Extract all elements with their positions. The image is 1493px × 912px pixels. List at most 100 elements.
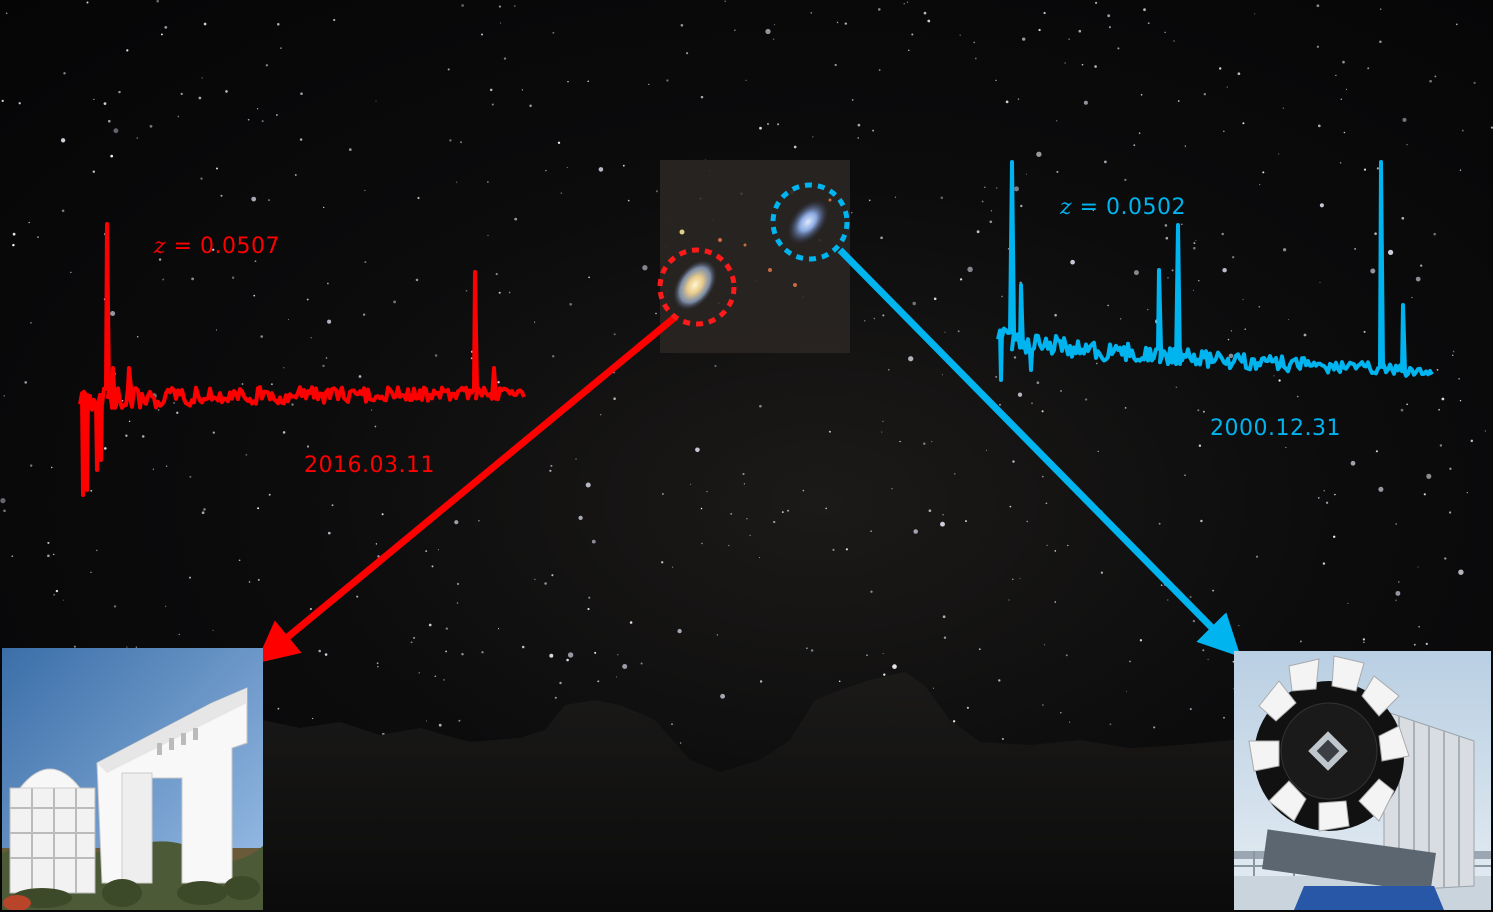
star [1078,29,1082,33]
star [976,230,980,234]
star [1354,247,1357,250]
star [870,530,872,532]
star [957,330,960,333]
star [724,0,726,2]
star [1068,38,1070,40]
star [498,5,501,8]
star [927,19,931,23]
star [481,651,484,654]
star [1226,86,1228,88]
star [254,260,257,263]
star [1146,308,1149,311]
star [810,649,814,652]
star [985,449,988,451]
star [203,508,206,511]
star [661,561,664,564]
star [627,199,630,202]
star [600,414,602,416]
star [393,459,396,462]
star [545,169,547,172]
star [437,549,439,551]
star [1433,232,1436,236]
star [247,118,250,121]
star [306,298,309,301]
star [521,645,525,649]
star [245,453,248,456]
star [173,402,175,404]
star [1282,107,1284,109]
left-date-label: 2016.03.11 [304,453,435,478]
star [908,356,914,362]
star [569,302,573,306]
star [294,174,297,176]
star [1056,170,1059,173]
star [1094,65,1097,68]
star [1019,578,1021,580]
star [1045,502,1048,505]
star [191,277,195,281]
star [944,331,946,333]
star [29,464,33,467]
star [478,519,480,522]
star [534,321,536,323]
star [1197,409,1200,412]
star [942,615,946,619]
star [1395,523,1397,525]
star [1011,578,1014,581]
star [981,200,984,203]
star [1387,249,1394,256]
star [700,507,703,510]
star [251,196,257,202]
star [959,34,961,36]
star [759,680,763,683]
star [487,181,489,183]
star [716,634,718,636]
star [126,49,129,52]
star [331,504,334,507]
star [617,653,619,656]
star [92,170,96,173]
star [61,209,65,213]
star [514,217,518,221]
star [300,92,303,96]
star [231,276,235,279]
star [587,607,590,611]
star [881,431,883,433]
star [189,576,191,579]
star [279,47,282,50]
star [700,95,704,99]
star [759,126,762,130]
star [899,440,901,443]
star [60,138,66,143]
star [1007,248,1010,250]
star [200,177,203,180]
star [714,364,717,368]
star [911,33,914,36]
star [1124,178,1127,182]
star [695,447,700,453]
star [306,445,310,448]
star [1466,491,1468,494]
star [1406,403,1408,406]
star [1459,400,1462,402]
star [480,33,484,36]
star [1322,562,1326,565]
star [327,319,332,324]
star [415,278,419,282]
star [1402,117,1407,122]
star [940,521,945,527]
star [677,628,682,634]
star [585,482,591,488]
star [1092,209,1095,212]
star [1319,281,1321,284]
star [1125,690,1128,693]
star [1434,75,1437,78]
star [1303,333,1307,337]
star [1165,236,1169,240]
star [103,447,107,450]
star [443,679,445,681]
star [128,420,131,423]
star [1133,270,1139,276]
star [1036,381,1040,385]
star [299,138,303,141]
